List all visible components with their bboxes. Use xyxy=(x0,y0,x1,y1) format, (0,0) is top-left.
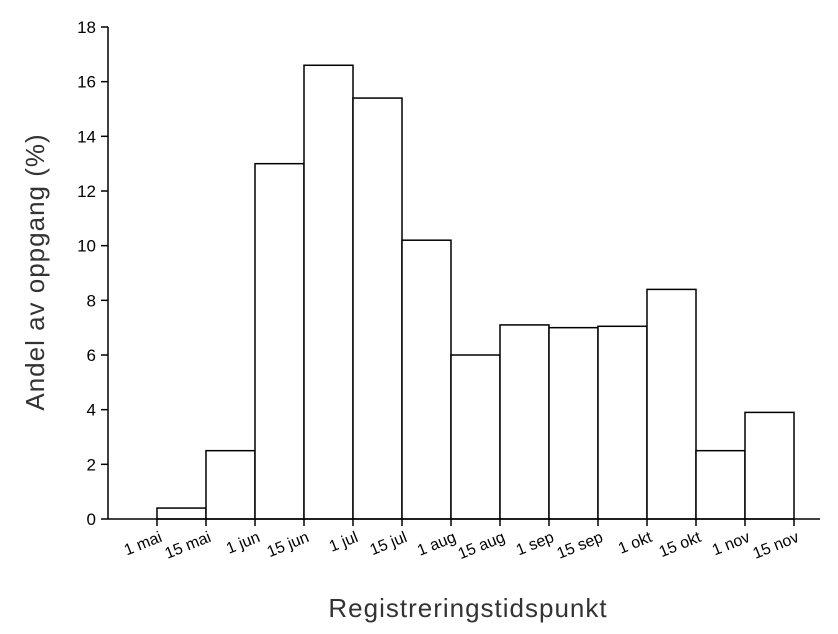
x-tick-label: 1 sep xyxy=(514,529,557,559)
x-tick-label: 1 aug xyxy=(415,529,458,560)
y-tick-label: 2 xyxy=(87,455,96,474)
y-tick-label: 8 xyxy=(87,291,96,310)
y-tick-label: 10 xyxy=(77,237,96,256)
y-tick-label: 16 xyxy=(77,73,96,92)
x-axis-title: Registreringstidspunkt xyxy=(328,593,607,623)
x-tick-label: 15 sep xyxy=(555,529,606,563)
y-tick-label: 6 xyxy=(87,346,96,365)
y-tick-label: 12 xyxy=(77,182,96,201)
histogram-bar xyxy=(646,288,697,520)
histogram-bar xyxy=(597,325,648,520)
x-tick-label: 1 okt xyxy=(616,529,655,558)
histogram-bar xyxy=(156,507,207,520)
x-tick-label: 1 jun xyxy=(224,529,263,558)
y-axis-title: Andel av oppgang (%) xyxy=(20,133,50,410)
histogram-bar xyxy=(499,324,550,520)
bars-group xyxy=(156,64,795,520)
y-ticks-group: 0 2 4 6 8 10 12 14 16 18 xyxy=(77,18,108,529)
histogram-bar xyxy=(548,326,599,520)
x-tick-label: 15 jul xyxy=(368,529,410,559)
histogram-bar xyxy=(352,97,403,520)
y-tick-label: 4 xyxy=(87,401,96,420)
y-tick-label: 0 xyxy=(87,510,96,529)
x-tick-label: 15 mai xyxy=(163,529,214,563)
x-tick-label: 1 nov xyxy=(710,529,753,559)
histogram-bar xyxy=(205,449,256,520)
y-tick-label: 18 xyxy=(77,18,96,37)
histogram-bar xyxy=(695,449,746,520)
x-tick-label: 15 nov xyxy=(751,529,802,563)
x-tick-label: 15 jun xyxy=(265,529,312,561)
x-tick-label: 1 jul xyxy=(327,529,361,556)
histogram-bar xyxy=(450,354,501,520)
histogram-bar xyxy=(254,162,305,520)
histogram-bar xyxy=(303,64,354,520)
histogram-bar xyxy=(744,411,795,520)
x-tick-label: 15 aug xyxy=(456,529,508,563)
x-tick-label: 15 okt xyxy=(657,529,704,561)
x-tick-label: 1 mai xyxy=(122,529,165,559)
histogram-bar xyxy=(401,239,452,520)
y-tick-label: 14 xyxy=(77,127,96,146)
axes-group xyxy=(107,27,820,520)
